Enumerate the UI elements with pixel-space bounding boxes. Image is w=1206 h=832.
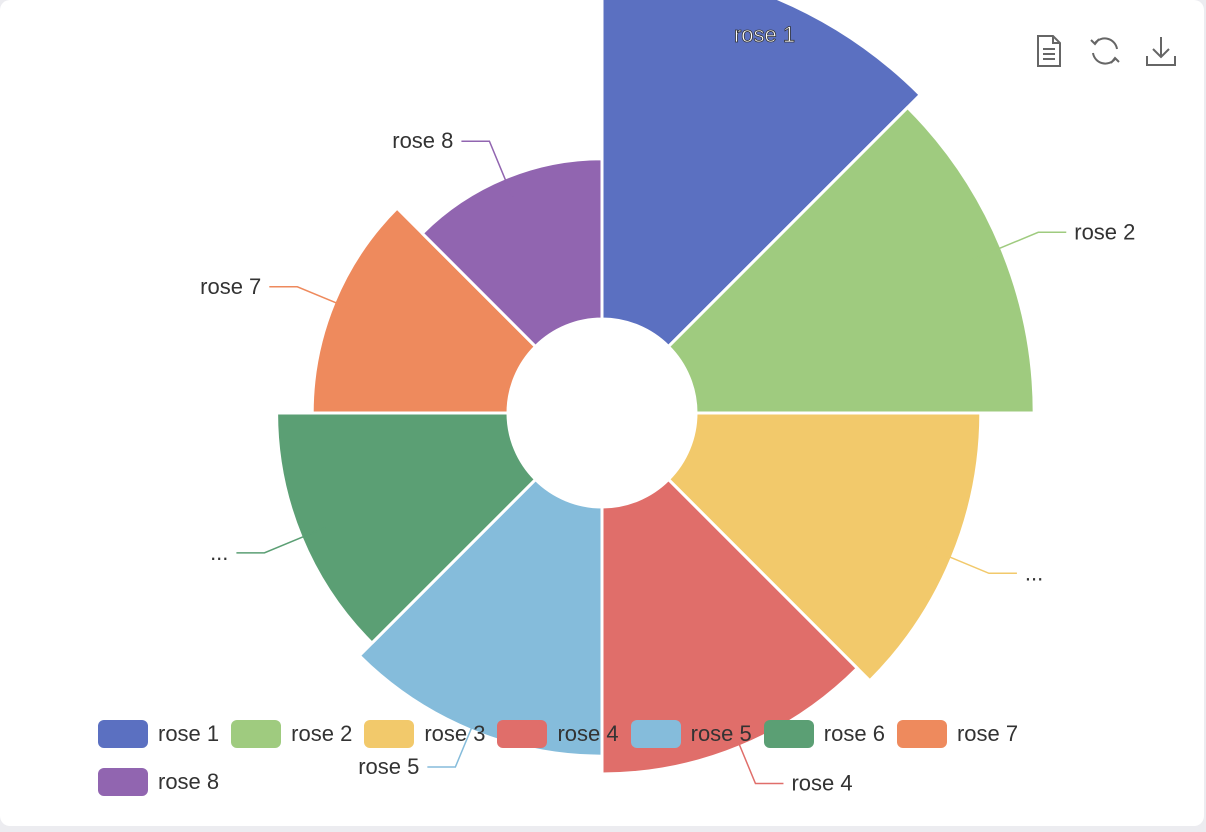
- legend-label: rose 5: [690, 721, 752, 746]
- rose-slice-4[interactable]: [600, 477, 859, 776]
- data-view-icon[interactable]: [1030, 32, 1068, 70]
- legend-swatch: [364, 720, 415, 748]
- slice-label-6: ...: [210, 540, 228, 565]
- legend-item-7[interactable]: rose 7: [896, 720, 1019, 748]
- label-line-8: [461, 140, 514, 198]
- legend-swatch: [630, 720, 681, 748]
- legend-swatch: [763, 720, 814, 748]
- rose-slice-5[interactable]: [357, 477, 604, 758]
- slice-label-8: rose 8: [392, 128, 453, 153]
- legend-item-6[interactable]: rose 6: [763, 720, 885, 748]
- legend-swatch: [98, 720, 148, 748]
- legend-swatch: [896, 720, 947, 748]
- refresh-icon[interactable]: [1086, 32, 1124, 70]
- rose-slice-6[interactable]: [275, 411, 538, 645]
- legend-item-1[interactable]: rose 1: [98, 720, 219, 748]
- slice-label-2: rose 2: [1074, 219, 1135, 244]
- rose-slice-1[interactable]: [600, 0, 922, 349]
- legend-label: rose 6: [823, 721, 885, 746]
- legend-item-2[interactable]: rose 2: [231, 720, 352, 748]
- label-line-5: [427, 704, 482, 768]
- rose-slice-2[interactable]: [666, 105, 1036, 415]
- legend-swatch: [497, 720, 548, 748]
- slice-label-5: rose 5: [358, 754, 419, 779]
- label-line-6: [236, 526, 326, 554]
- legend-label: rose 1: [158, 721, 220, 746]
- slice-label-1: rose 1: [734, 22, 795, 47]
- legend-label: rose 3: [424, 721, 486, 746]
- download-icon[interactable]: [1142, 32, 1180, 70]
- legend-swatch: [98, 768, 148, 796]
- slice-label-4: rose 4: [791, 770, 852, 795]
- legend-item-4[interactable]: rose 4: [497, 720, 619, 748]
- legend-label: rose 7: [956, 721, 1019, 746]
- slice-label-7: rose 7: [200, 274, 261, 299]
- legend-item-8[interactable]: rose 8: [98, 768, 219, 796]
- label-line-4: [728, 719, 784, 785]
- label-line-2: [969, 231, 1067, 262]
- legend-label: rose 4: [557, 721, 619, 746]
- toolbox: [1030, 32, 1180, 70]
- legend: rose 1 rose 2 rose 3 rose 4 rose 5 rose 6 rose…: [98, 720, 1128, 796]
- rose-slice-7[interactable]: [310, 206, 538, 415]
- rose-slice-8[interactable]: [420, 157, 604, 349]
- legend-label: rose 2: [291, 721, 353, 746]
- label-line-7: [269, 286, 356, 312]
- legend-item-3[interactable]: rose 3: [364, 720, 485, 748]
- legend-item-5[interactable]: rose 5: [630, 720, 752, 748]
- rose-slice-3[interactable]: [666, 411, 983, 683]
- slice-label-3: ...: [1025, 560, 1043, 585]
- legend-swatch: [231, 720, 282, 748]
- legend-label: rose 8: [158, 769, 220, 794]
- label-line-3: [923, 545, 1017, 575]
